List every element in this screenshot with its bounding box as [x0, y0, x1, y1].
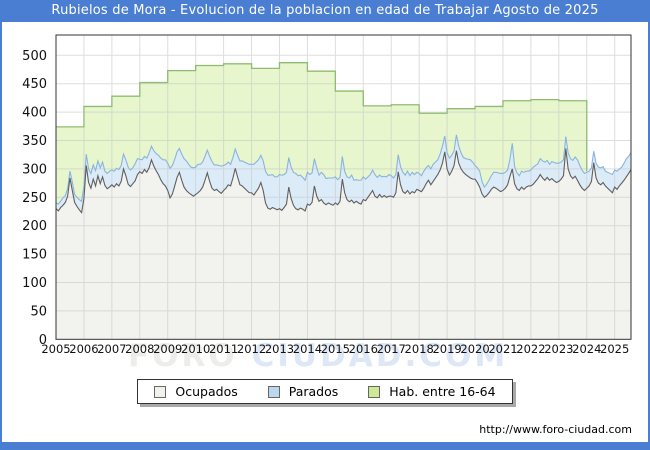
svg-text:2019: 2019	[432, 342, 461, 356]
svg-text:2013: 2013	[265, 342, 294, 356]
svg-text:2014: 2014	[293, 342, 322, 356]
legend-box: Ocupados Parados Hab. entre 16-64	[137, 379, 513, 404]
bottom-border	[0, 442, 650, 450]
legend-item-ocupados: Ocupados	[154, 384, 238, 399]
ocupados-swatch-icon	[154, 385, 167, 398]
svg-text:450: 450	[22, 77, 47, 92]
svg-text:250: 250	[22, 191, 47, 206]
habitantes-swatch-icon	[368, 385, 381, 398]
foro-ciudad-link[interactable]: http://www.foro-ciudad.com	[479, 423, 632, 436]
svg-text:2005: 2005	[41, 342, 70, 356]
legend-item-parados: Parados	[267, 384, 339, 399]
svg-text:2025: 2025	[600, 342, 629, 356]
svg-text:2015: 2015	[321, 342, 350, 356]
title-bar: Rubielos de Mora - Evolucion de la pobla…	[0, 0, 650, 22]
svg-text:2010: 2010	[181, 342, 210, 356]
svg-text:2007: 2007	[97, 342, 126, 356]
watermark-part2: CIUDAD.COM	[251, 338, 509, 374]
foro-ciudad-watermark: FORO CIUDAD.COM	[128, 338, 508, 374]
svg-text:2008: 2008	[125, 342, 154, 356]
svg-text:2006: 2006	[69, 342, 98, 356]
svg-text:50: 50	[30, 304, 47, 319]
svg-text:100: 100	[22, 276, 47, 291]
svg-text:2018: 2018	[405, 342, 434, 356]
svg-text:2023: 2023	[544, 342, 573, 356]
svg-text:0: 0	[39, 333, 47, 348]
svg-text:2021: 2021	[488, 342, 517, 356]
svg-text:400: 400	[22, 106, 47, 121]
right-border	[648, 0, 650, 450]
svg-text:2020: 2020	[460, 342, 489, 356]
svg-text:2022: 2022	[516, 342, 545, 356]
legend: Ocupados Parados Hab. entre 16-64	[0, 379, 650, 404]
legend-label-parados: Parados	[288, 384, 339, 399]
svg-text:500: 500	[22, 49, 47, 64]
svg-text:2017: 2017	[377, 342, 406, 356]
chart-title: Rubielos de Mora - Evolucion de la pobla…	[51, 3, 599, 18]
watermark-part1: FORO	[128, 338, 238, 374]
svg-text:200: 200	[22, 219, 47, 234]
legend-item-habitantes: Hab. entre 16-64	[368, 384, 496, 399]
legend-label-habitantes: Hab. entre 16-64	[389, 384, 496, 399]
svg-text:300: 300	[22, 162, 47, 177]
legend-label-ocupados: Ocupados	[175, 384, 238, 399]
svg-text:2011: 2011	[209, 342, 238, 356]
svg-text:350: 350	[22, 134, 47, 149]
left-border	[0, 0, 2, 450]
parados-swatch-icon	[267, 385, 280, 398]
svg-text:2012: 2012	[237, 342, 266, 356]
svg-text:2009: 2009	[153, 342, 182, 356]
svg-text:2016: 2016	[349, 342, 378, 356]
svg-text:2024: 2024	[572, 342, 601, 356]
svg-text:150: 150	[22, 248, 47, 263]
